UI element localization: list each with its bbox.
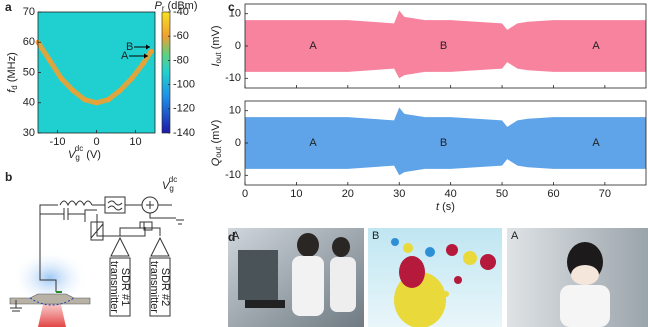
label-unit: (MHz) [6, 52, 18, 85]
transmitter-line: transmitter [148, 261, 160, 313]
region-label: B [440, 40, 447, 52]
region-label: A [592, 40, 600, 52]
y-tick-label: 60 [23, 36, 35, 48]
region-label: A [309, 137, 317, 149]
label-symbol: Q [210, 157, 222, 166]
colorbar-tick-label: -80 [173, 54, 189, 66]
annotation: B [126, 41, 133, 53]
signal-band [245, 10, 646, 79]
panel-label: a [5, 0, 12, 14]
transmitter-line: SDR #1 [119, 268, 131, 307]
colorbar-tick-label: -140 [173, 127, 195, 139]
region-label: A [309, 40, 317, 52]
x-tick-label: -10 [50, 136, 66, 148]
ridge-point [70, 88, 76, 94]
label-sub: g [75, 153, 79, 162]
label-symbol: t [436, 201, 440, 213]
photo-label: A [511, 230, 519, 242]
x-tick-label: 0 [93, 136, 99, 148]
panel-label: c [228, 0, 235, 14]
arrow-head [146, 44, 150, 50]
label-sub: d [10, 85, 19, 89]
label-symbol: P [154, 0, 162, 12]
photo-label: B [372, 230, 379, 242]
label-sup: dc [75, 144, 83, 153]
y-tick-label: 0 [235, 137, 241, 149]
label-symbol: f [6, 89, 18, 93]
label-sub: out [214, 146, 223, 158]
label-symbol: I [210, 63, 222, 66]
voltage-label: Vgdc [162, 175, 177, 193]
ridge-point [47, 57, 53, 63]
x-tick-label: 50 [496, 188, 508, 200]
colorbar [161, 11, 171, 134]
label-unit: (V) [83, 149, 101, 161]
y-tick-label: -10 [225, 169, 241, 181]
ridge-point [140, 60, 146, 66]
transmitter-label: SDR #1transmitter [108, 261, 131, 313]
label-sub: out [214, 52, 223, 64]
y-axis-label: Iout (mV) [210, 25, 223, 66]
x-tick-label: 10 [290, 188, 302, 200]
transmitter-line: transmitter [108, 261, 120, 313]
annotation: A [121, 50, 129, 62]
label-sub: g [169, 184, 173, 193]
colorbar-tick-label: -100 [173, 79, 195, 91]
y-tick-label: 0 [235, 40, 241, 52]
photos [228, 228, 648, 327]
x-tick-label: 10 [129, 136, 141, 148]
colorbar-tick-label: -60 [173, 30, 189, 42]
y-tick-label: 10 [229, 105, 241, 117]
x-axis-label: Vgdc (V) [68, 144, 101, 162]
y-axis-label: fd (MHz) [6, 52, 19, 93]
y-tick-label: -10 [225, 72, 241, 84]
x-tick-label: 60 [547, 188, 559, 200]
ridge-point [117, 88, 123, 94]
y-tick-label: 10 [229, 8, 241, 20]
x-tick-label: 20 [342, 188, 354, 200]
ridge-point [105, 97, 111, 103]
y-axis-label: Qout (mV) [210, 120, 223, 167]
label-symbol: V [68, 149, 77, 161]
photo-label: A [232, 230, 240, 242]
colorbar-tick-label: -40 [173, 6, 189, 18]
transmitter-label: SDR #2transmitter [148, 261, 171, 313]
ridge-point [58, 76, 64, 82]
panel-label: d [228, 230, 235, 244]
x-tick-label: 40 [445, 188, 457, 200]
y-tick-label: 70 [23, 6, 35, 18]
panel-label: b [5, 170, 12, 184]
ridge-point [82, 97, 88, 103]
ridge-point [94, 100, 99, 106]
label-unit: (s) [439, 201, 455, 213]
y-tick-label: 30 [23, 127, 35, 139]
x-tick-label: 70 [599, 188, 611, 200]
label-symbol: V [162, 180, 171, 192]
label-unit: (dBm) [165, 0, 198, 12]
label-sup: dc [169, 175, 177, 184]
signal-band [245, 107, 646, 176]
ridge-point [129, 76, 135, 82]
arrow-head [144, 53, 148, 59]
region-label: B [440, 137, 447, 149]
colorbar-tick-label: -120 [173, 103, 195, 115]
y-tick-label: 50 [23, 66, 35, 78]
transmitter-line: SDR #2 [159, 268, 171, 307]
colorbar-label: Pr (dBm) [154, 0, 197, 13]
ridge-point [148, 48, 154, 54]
circuit [9, 196, 184, 327]
x-tick-label: 30 [393, 188, 405, 200]
x-tick-label: 0 [242, 188, 248, 200]
y-tick-label: 40 [23, 97, 35, 109]
region-label: A [592, 137, 600, 149]
label-sub: r [162, 4, 165, 13]
x-axis-label: t (s) [436, 201, 455, 213]
label-unit: (mV) [210, 25, 222, 52]
label-unit: (mV) [210, 120, 222, 147]
